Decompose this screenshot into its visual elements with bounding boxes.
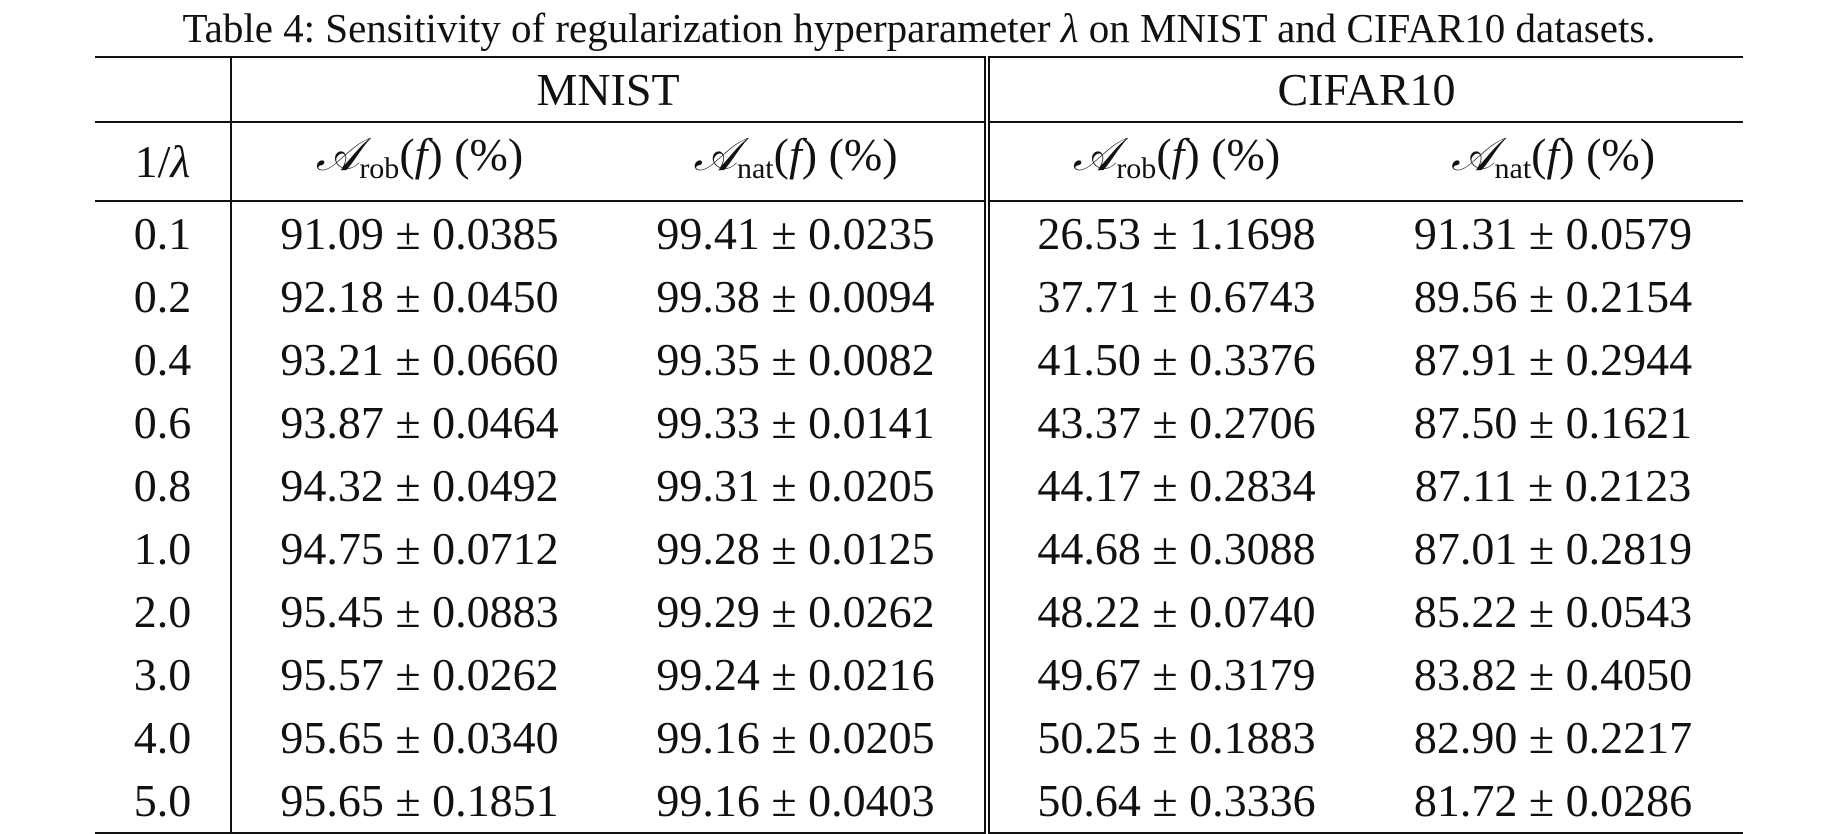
cifar10-nat-cell: 87.11 ± 0.2123 <box>1414 460 1692 511</box>
cifar10-nat-cell: 83.82 ± 0.4050 <box>1413 649 1693 700</box>
metric-subscript: nat <box>1494 152 1532 185</box>
cifar10-rob-cell: 49.67 ± 0.3179 <box>1037 649 1316 700</box>
metric-symbol: 𝒜 <box>1072 127 1117 181</box>
mnist-nat-cell: 99.35 ± 0.0082 <box>607 328 990 391</box>
table-row: 0.8 94.32 ± 0.0492 99.31 ± 0.0205 44.17 ± 0… <box>95 454 1743 517</box>
param-cell: 0.2 <box>95 265 232 328</box>
cifar10-nat-cell: 87.50 ± 0.1621 <box>1413 397 1693 448</box>
mnist-nat-cell: 99.16 ± 0.0403 <box>607 769 990 834</box>
results-table: MNIST CIFAR10 1/λ 𝒜rob(f) (%) 𝒜nat(f) (%… <box>95 56 1744 834</box>
table-body: 0.1 91.09 ± 0.0385 99.41 ± 0.0235 26.53 ± 1… <box>95 201 1744 834</box>
metric-symbol: 𝒜 <box>315 127 360 181</box>
table-row: 0.2 92.18 ± 0.0450 99.38 ± 0.0094 37.71 ± 0… <box>95 265 1743 328</box>
mnist-rob-cell: 95.57 ± 0.0262 <box>280 649 559 700</box>
mnist-nat-cell: 99.31 ± 0.0205 <box>607 454 990 517</box>
caption-lambda-symbol: λ <box>1060 5 1079 51</box>
cifar10-rob-cell: 41.50 ± 0.3376 <box>1037 334 1316 385</box>
param-cell: 5.0 <box>95 769 232 834</box>
cifar10-nat-cell: 87.91 ± 0.2944 <box>1413 334 1693 385</box>
mnist-nat-cell: 99.24 ± 0.0216 <box>607 643 990 706</box>
cifar10-rob-cell: 43.37 ± 0.2706 <box>1037 397 1316 448</box>
metric-subscript: nat <box>736 152 774 185</box>
mnist-nat-cell: 99.33 ± 0.0141 <box>607 391 990 454</box>
param-cell: 0.6 <box>95 391 232 454</box>
caption-prefix: Table 4: Sensitivity of regularization h… <box>182 5 1061 51</box>
metric-symbol: 𝒜 <box>1450 127 1495 181</box>
cifar10-rob-cell: 26.53 ± 1.1698 <box>1037 208 1316 259</box>
mnist-rob-cell: 95.65 ± 0.0340 <box>280 712 559 763</box>
group-header-cifar10: CIFAR10 <box>987 56 1744 123</box>
mnist-rob-cell: 93.87 ± 0.0464 <box>280 397 559 448</box>
metric-header-mnist-nat: 𝒜nat(f) (%) <box>607 122 990 202</box>
mnist-rob-cell: 95.45 ± 0.0883 <box>280 586 559 637</box>
cifar10-nat-cell: 81.72 ± 0.0286 <box>1363 769 1744 834</box>
mnist-rob-cell: 94.32 ± 0.0492 <box>280 460 559 511</box>
empty-corner-cell <box>95 56 232 123</box>
cifar10-rob-cell: 37.71 ± 0.6743 <box>1037 271 1316 322</box>
mnist-rob-cell: 92.18 ± 0.0450 <box>280 271 559 322</box>
table-row: 2.0 95.45 ± 0.0883 99.29 ± 0.0262 48.22 ± 0… <box>95 580 1743 643</box>
cifar10-nat-cell: 82.90 ± 0.2217 <box>1413 712 1693 763</box>
cifar10-rob-cell: 44.68 ± 0.3088 <box>1037 523 1316 574</box>
metric-subscript: rob <box>1116 152 1157 185</box>
cifar10-rob-cell: 48.22 ± 0.0740 <box>1037 586 1316 637</box>
param-cell: 0.4 <box>95 328 232 391</box>
param-cell: 0.1 <box>95 201 232 265</box>
table-row: 3.0 95.57 ± 0.0262 99.24 ± 0.0216 49.67 ± 0… <box>95 643 1743 706</box>
cifar10-rob-cell: 50.25 ± 0.1883 <box>1037 712 1316 763</box>
table-row: 0.1 91.09 ± 0.0385 99.41 ± 0.0235 26.53 ± 1… <box>95 201 1743 265</box>
table-row: 5.0 95.65 ± 0.1851 99.16 ± 0.0403 50.64 ± 0… <box>95 769 1744 834</box>
mnist-nat-cell: 99.16 ± 0.0205 <box>607 706 990 769</box>
metric-header-cifar10-rob: 𝒜rob(f) (%) <box>987 122 1363 202</box>
metric-rest: (f) (%) <box>1531 129 1656 180</box>
param-cell: 4.0 <box>95 706 232 769</box>
mnist-rob-cell: 94.75 ± 0.0712 <box>280 523 559 574</box>
metric-header-cifar10-nat: 𝒜nat(f) (%) <box>1363 122 1744 202</box>
param-header-label: 1/λ <box>134 136 191 187</box>
table-row: 0.6 93.87 ± 0.0464 99.33 ± 0.0141 43.37 ± 0… <box>95 391 1743 454</box>
param-cell: 2.0 <box>95 580 232 643</box>
cifar10-nat-cell: 91.31 ± 0.0579 <box>1413 208 1693 259</box>
metric-rest: (f) (%) <box>399 129 524 180</box>
mnist-nat-cell: 99.38 ± 0.0094 <box>607 265 990 328</box>
param-cell: 3.0 <box>95 643 232 706</box>
table-caption: Table 4: Sensitivity of regularization h… <box>0 0 1838 56</box>
cifar10-rob-cell: 50.64 ± 0.3336 <box>987 769 1363 834</box>
cifar10-rob-cell: 44.17 ± 0.2834 <box>1037 460 1316 511</box>
table-row: 4.0 95.65 ± 0.0340 99.16 ± 0.0205 50.25 ± 0… <box>95 706 1743 769</box>
cifar10-nat-cell: 87.01 ± 0.2819 <box>1413 523 1693 574</box>
table-row: 1.0 94.75 ± 0.0712 99.28 ± 0.0125 44.68 ± 0… <box>95 517 1743 580</box>
param-header: 1/λ <box>95 122 232 202</box>
metric-header-mnist-rob: 𝒜rob(f) (%) <box>231 122 607 202</box>
dataset-header-row: MNIST CIFAR10 <box>95 56 1744 123</box>
mnist-rob-cell: 95.65 ± 0.1851 <box>231 769 607 834</box>
mnist-nat-cell: 99.29 ± 0.0262 <box>607 580 990 643</box>
metric-header-row: 1/λ 𝒜rob(f) (%) 𝒜nat(f) (%) 𝒜rob(f) (%) … <box>95 122 1744 202</box>
metric-rest: (f) (%) <box>773 129 898 180</box>
group-header-mnist: MNIST <box>231 56 990 123</box>
mnist-rob-cell: 93.21 ± 0.0660 <box>280 334 559 385</box>
param-cell: 1.0 <box>95 517 232 580</box>
mnist-nat-cell: 99.28 ± 0.0125 <box>607 517 990 580</box>
metric-subscript: rob <box>359 152 400 185</box>
mnist-nat-cell: 99.41 ± 0.0235 <box>607 201 990 265</box>
cifar10-nat-cell: 85.22 ± 0.0543 <box>1413 586 1693 637</box>
metric-symbol: 𝒜 <box>693 127 737 181</box>
mnist-rob-cell: 91.09 ± 0.0385 <box>280 208 559 259</box>
param-cell: 0.8 <box>95 454 232 517</box>
caption-suffix: on MNIST and CIFAR10 datasets. <box>1078 5 1656 51</box>
metric-rest: (f) (%) <box>1156 129 1281 180</box>
cifar10-nat-cell: 89.56 ± 0.2154 <box>1413 271 1693 322</box>
table-row: 0.4 93.21 ± 0.0660 99.35 ± 0.0082 41.50 ± 0… <box>95 328 1743 391</box>
